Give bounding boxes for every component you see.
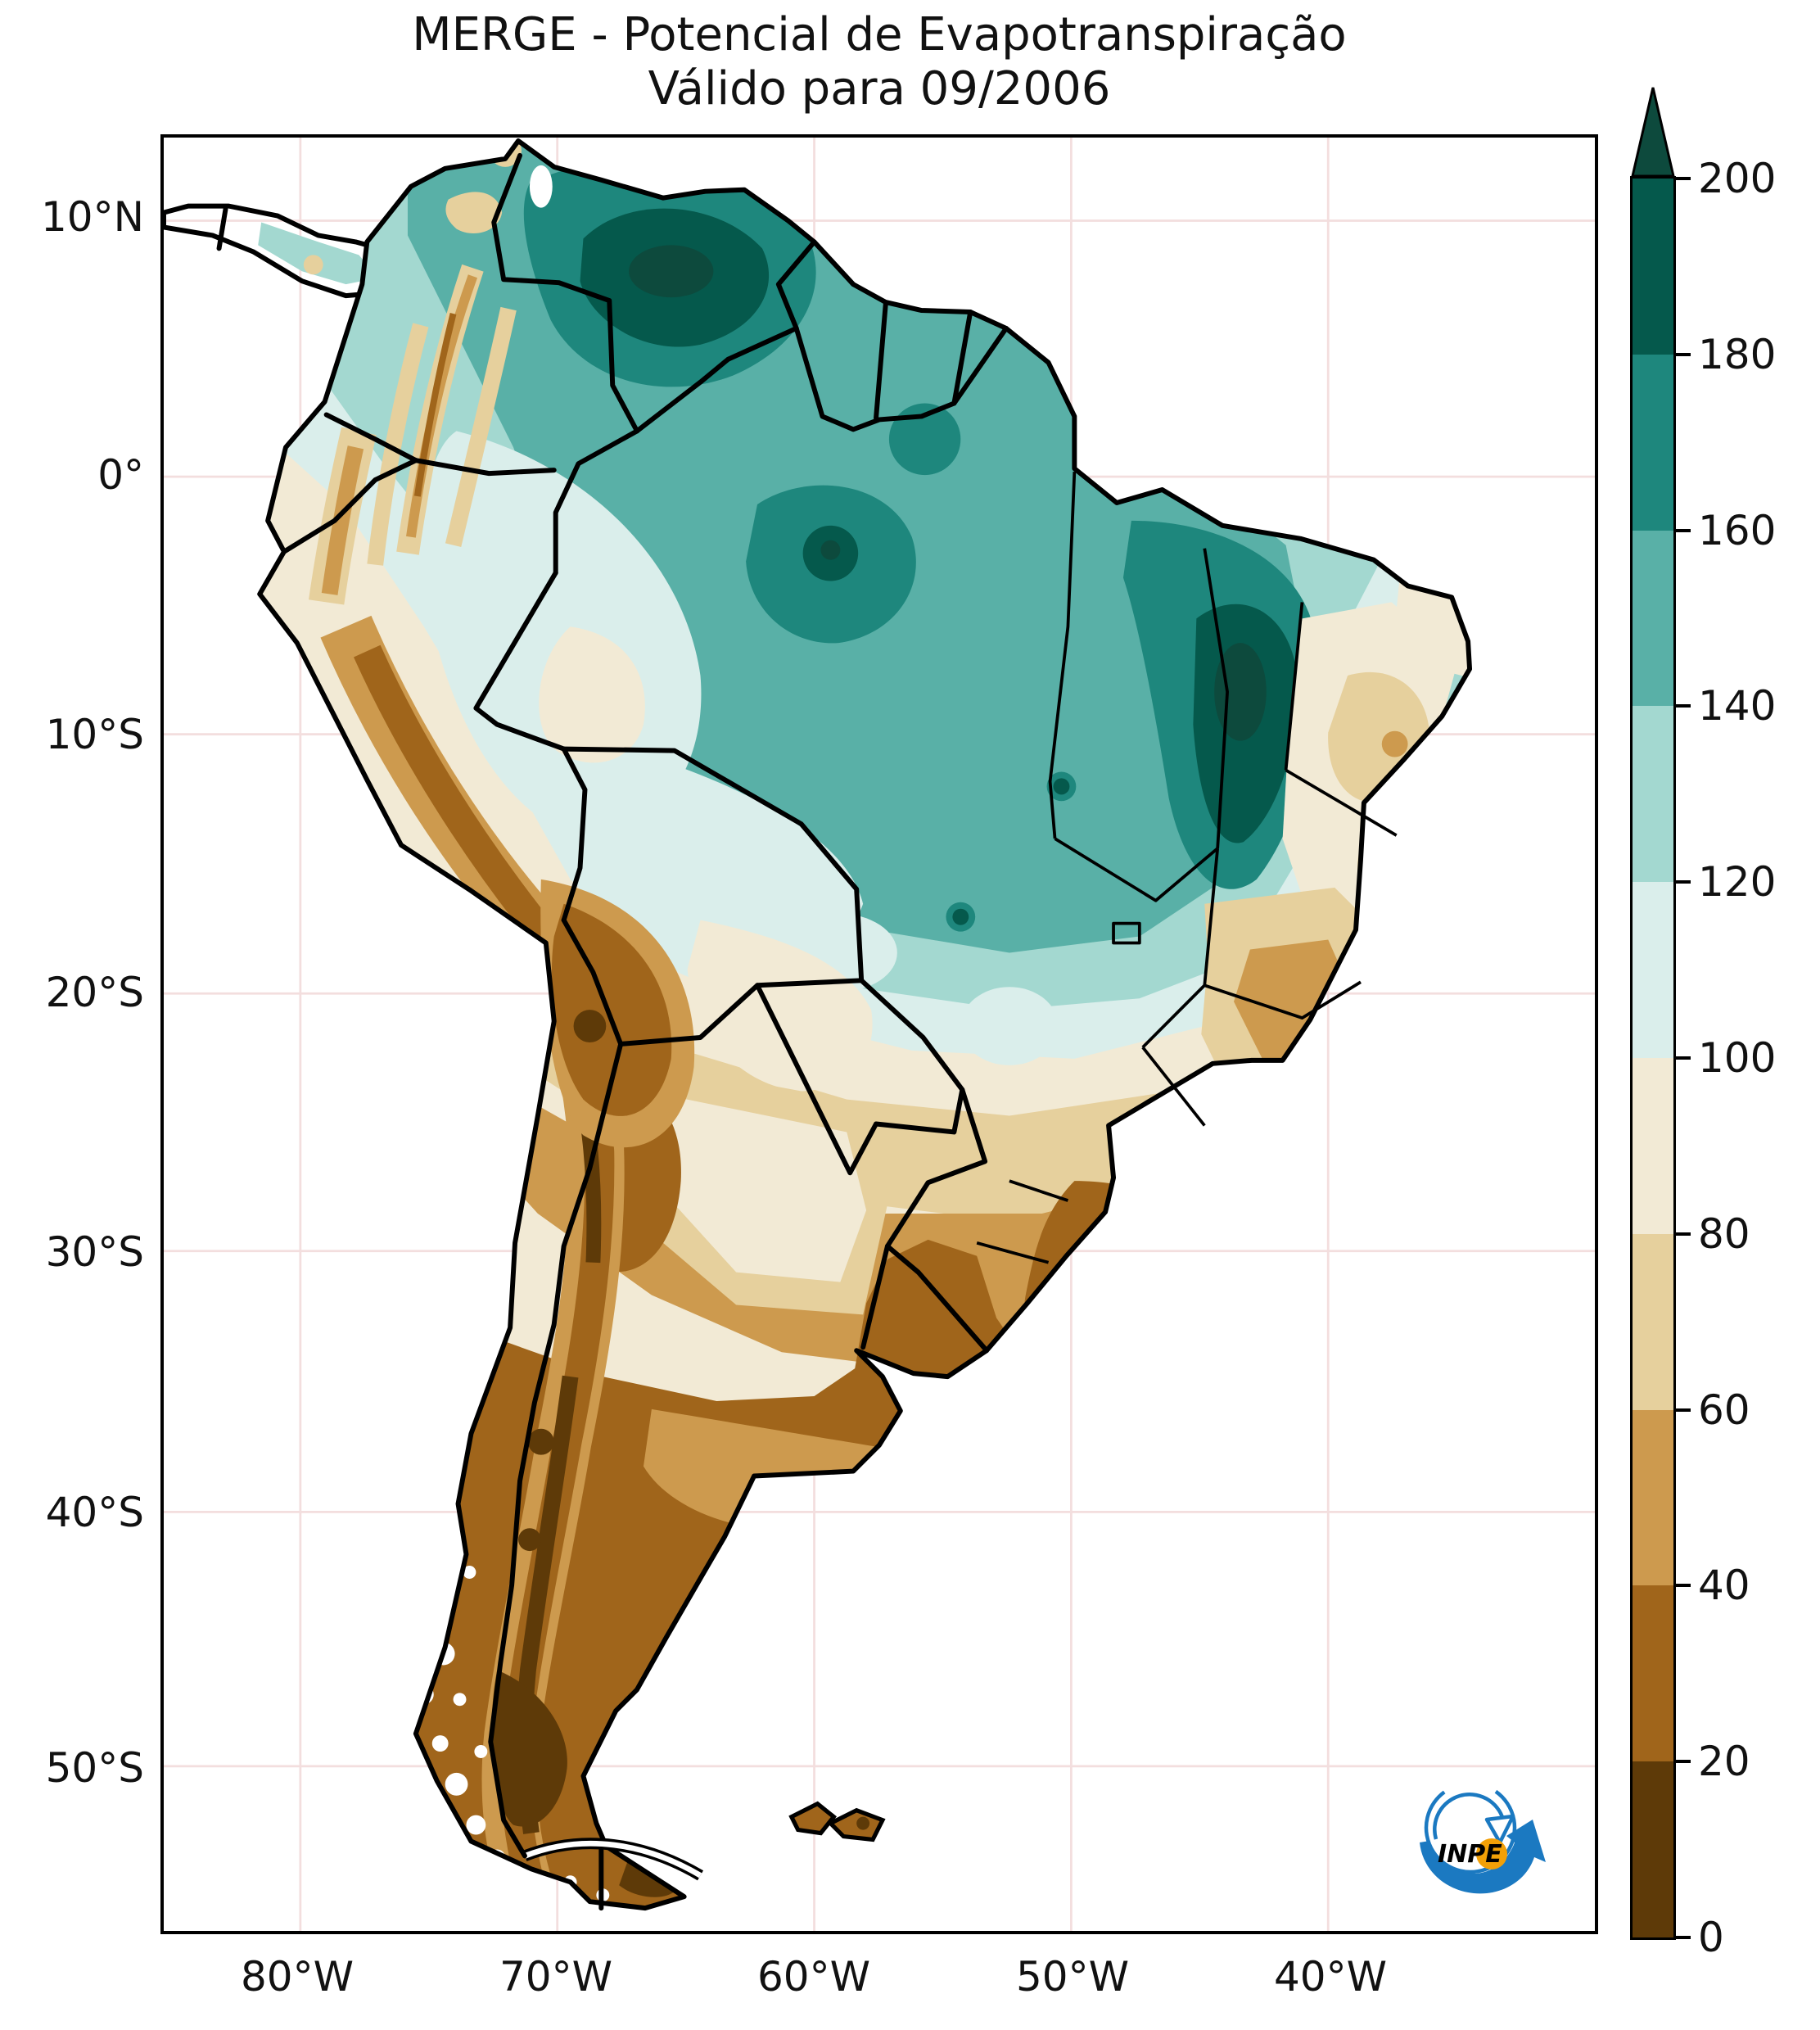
- map-plot-area: INPE: [160, 134, 1598, 1934]
- inpe-logo-inner-swoosh: [1433, 1793, 1506, 1840]
- colorbar-tick: [1676, 528, 1691, 532]
- x-tick-label: 50°W: [1015, 1953, 1130, 2001]
- colorbar: [1630, 176, 1676, 1940]
- state-borders: [976, 472, 1398, 1264]
- chart-title: MERGE - Potencial de Evapotranspiração: [412, 8, 1347, 61]
- colorbar-tick-label: 140: [1698, 682, 1777, 730]
- y-tick-label: 0°: [97, 451, 144, 499]
- x-tick-label: 70°W: [499, 1953, 613, 2001]
- colorbar-extend-arrow: [1631, 87, 1675, 178]
- colorbar-segment-60-80: [1633, 1233, 1673, 1410]
- colorbar-tick-label: 80: [1698, 1209, 1750, 1258]
- colorbar-segment-0-20: [1633, 1761, 1673, 1937]
- colorbar-tick: [1676, 704, 1691, 708]
- y-tick-label: 30°S: [45, 1228, 144, 1276]
- colorbar-tick: [1676, 177, 1691, 180]
- colorbar-tick-label: 20: [1698, 1738, 1750, 1786]
- y-tick-label: 50°S: [45, 1744, 144, 1792]
- colorbar-tick-label: 160: [1698, 506, 1777, 554]
- colorbar-tick: [1676, 1760, 1691, 1764]
- x-tick-label: 80°W: [240, 1953, 355, 2001]
- colorbar-segment-80-100: [1633, 1057, 1673, 1234]
- colorbar-tick: [1676, 1408, 1691, 1412]
- inpe-logo-big-arrow: [1420, 1820, 1546, 1894]
- colorbar-tick: [1676, 1232, 1691, 1236]
- title-block: MERGE - Potencial de Evapotranspiração V…: [160, 8, 1598, 116]
- y-tick-label: 10°N: [40, 193, 144, 241]
- south-america-map: [164, 138, 1595, 1931]
- colorbar-tick: [1676, 1584, 1691, 1588]
- colorbar-tick: [1676, 352, 1691, 356]
- colorbar-segment-40-60: [1633, 1409, 1673, 1586]
- inpe-logo: INPE: [1420, 1781, 1546, 1894]
- colorbar-tick-label: 100: [1698, 1034, 1777, 1082]
- colorbar-tick-label: 200: [1698, 155, 1777, 202]
- x-tick-label: 40°W: [1273, 1953, 1388, 2001]
- colorbar-tick-label: 120: [1698, 858, 1777, 906]
- colorbar-tick: [1676, 1936, 1691, 1939]
- coastline: [257, 138, 1473, 1911]
- colorbar-segment-100-120: [1633, 882, 1673, 1058]
- colorbar-tick: [1676, 880, 1691, 884]
- y-tick-label: 20°S: [45, 969, 144, 1016]
- falkland-islands: [788, 1801, 886, 1842]
- colorbar-segment-160-180: [1633, 354, 1673, 531]
- chart-subtitle: Válido para 09/2006: [648, 62, 1111, 115]
- colorbar-tick-label: 60: [1698, 1386, 1750, 1434]
- country-borders: [282, 152, 1009, 1911]
- inpe-logo-down-arrow: [1484, 1814, 1515, 1845]
- y-tick-label: 10°S: [45, 711, 144, 758]
- colorbar-segment-20-40: [1633, 1585, 1673, 1762]
- inpe-logo-text: INPE: [1438, 1840, 1502, 1869]
- colorbar-segment-180-200: [1633, 179, 1673, 355]
- colorbar-tick-label: 180: [1698, 330, 1777, 378]
- colorbar-segment-140-160: [1633, 530, 1673, 707]
- colorbar-tick-label: 0: [1698, 1914, 1724, 1961]
- colorbar-tick-label: 40: [1698, 1562, 1750, 1610]
- x-tick-label: 60°W: [756, 1953, 871, 2001]
- colorbar-segment-120-140: [1633, 706, 1673, 883]
- inpe-logo-orange-dot: [1476, 1838, 1507, 1869]
- y-tick-label: 40°S: [45, 1489, 144, 1536]
- magellan-strait: [523, 1840, 702, 1879]
- colorbar-tick: [1676, 1056, 1691, 1060]
